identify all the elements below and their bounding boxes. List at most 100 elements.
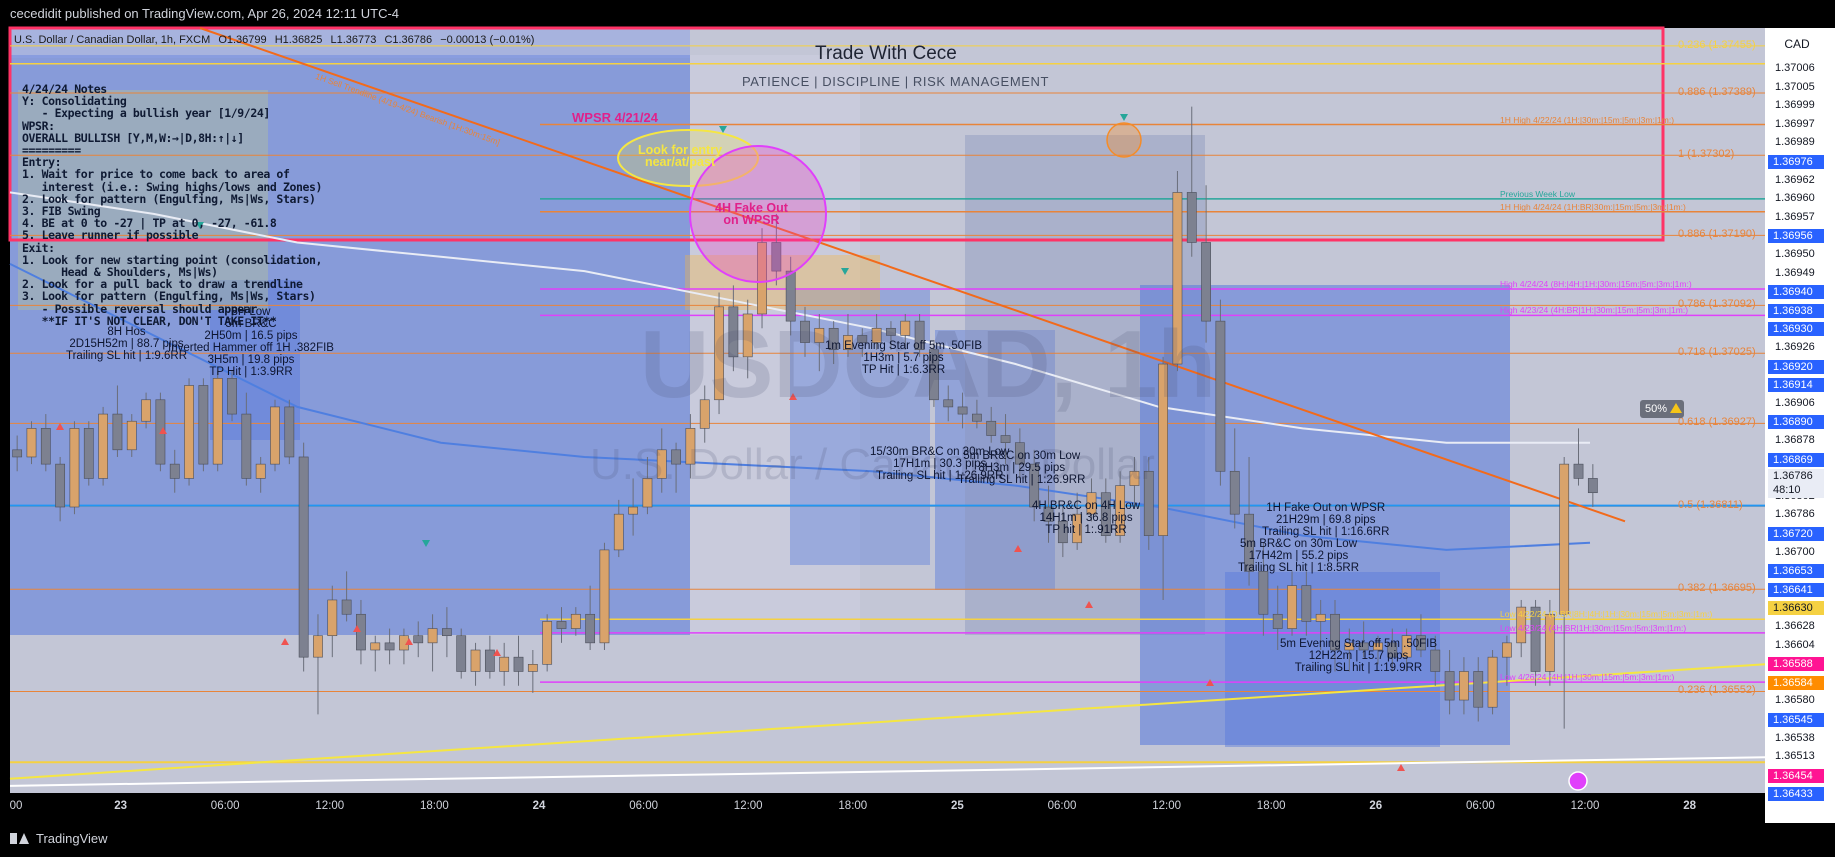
candle-body (1330, 613, 1340, 651)
trade-zone (935, 330, 1055, 590)
symbol-name[interactable]: U.S. Dollar / Canadian Dollar, 1h, FXCM (14, 34, 211, 46)
price-scale-tick: 1.36962 (1775, 173, 1815, 186)
price-tag: 1.36630 (1768, 601, 1824, 616)
candle-body (1373, 642, 1383, 651)
candle-body (341, 599, 352, 615)
brand-subtitle: PATIENCE | DISCIPLINE | RISK MANAGEMENT (742, 74, 1050, 89)
buy-arrow-icon (1085, 601, 1093, 608)
level-line-label: High 4/24/24 (8H:|4H:|1H:|30m:|15m:|5m:|… (1500, 278, 1692, 289)
candle-body (69, 428, 80, 508)
time-scale[interactable] (0, 793, 1765, 825)
tradingview-logo-icon (10, 833, 30, 844)
candle-body (1000, 435, 1011, 443)
candle-body (327, 599, 338, 637)
moving-average-line (9, 191, 1590, 444)
warning-icon (1670, 403, 1683, 413)
buy-arrow-icon (56, 423, 64, 430)
time-axis-tick: 18:00 (420, 800, 449, 812)
level-line-label: High 4/23/24 (4H:BR|1H:|30m:|15m:|5m:|3m… (1500, 305, 1689, 316)
moving-average-line (9, 263, 1591, 551)
zones-layer (8, 26, 1665, 747)
price-scale-tick: 1.36960 (1775, 192, 1815, 205)
candle-body (714, 306, 724, 401)
time-axis-tick: 06:00 (629, 800, 658, 812)
candle-body (313, 635, 323, 658)
time-axis-tick: 23 (114, 800, 127, 812)
candle-body (914, 320, 925, 351)
candle-body (886, 327, 896, 336)
price-tag: 1.36433 (1768, 787, 1824, 802)
price-tag: 1.36914 (1768, 378, 1824, 393)
time-axis-tick: 00 (9, 800, 23, 812)
candle-body (1186, 192, 1197, 243)
last-price-value: 1.36786 (1773, 470, 1813, 482)
trading-notes: 4/24/24 Notes Y: Consolidating - Expecti… (22, 82, 323, 328)
candle-body (1559, 463, 1570, 615)
candle-body (1573, 463, 1584, 479)
footer-bar (0, 825, 1835, 857)
price-scale-tick: 1.36580 (1775, 694, 1815, 707)
price-tag: 1.36720 (1768, 527, 1824, 541)
candle-body (1100, 492, 1111, 536)
trade-annotation-3: 1m Evening Star off 5m .50FIB 1H3m | 5.7… (825, 340, 983, 376)
price-scale-tick: 1.36926 (1775, 341, 1815, 353)
candle-body (671, 449, 681, 465)
time-axis-tick: 12:00 (1570, 800, 1600, 812)
candle-body (1115, 485, 1126, 536)
candle-body (972, 413, 982, 422)
tradingview-brand-text: TradingView (36, 831, 108, 846)
price-tag: 1.36920 (1768, 359, 1824, 374)
candle-body (1516, 606, 1527, 644)
wpsr-zone-outline (8, 26, 1665, 242)
trade-annotation-8: 5m BR&C on 30m Low 17H42m | 55.2 pips Tr… (1238, 538, 1360, 574)
yellow-trendline (9, 663, 1766, 780)
candle-body (857, 335, 868, 343)
candle-body (356, 613, 366, 651)
level-line-label: Low 4/22/24 (D:BR|8H:|4H:|1H:|30m:|15m:|… (1500, 609, 1713, 620)
candle-body (1215, 320, 1226, 472)
percent-tag[interactable]: 50% (1640, 400, 1684, 418)
candle-body (1086, 492, 1097, 515)
price-scale-tick: 1.37005 (1775, 80, 1815, 93)
buy-arrow-icon (1397, 764, 1405, 771)
time-axis-tick: 12:00 (1152, 800, 1181, 812)
candle-body (470, 649, 481, 672)
buy-arrow-icon (1206, 679, 1214, 686)
candle-body (442, 628, 452, 637)
price-scale-tick: 1.36604 (1775, 638, 1815, 651)
candle-body (484, 649, 495, 672)
candle-body (1444, 671, 1455, 701)
sell-arrow-icon (1120, 114, 1128, 121)
buy-arrow-icon (1014, 545, 1022, 552)
time-axis-tick: 12:00 (733, 800, 763, 812)
candle-body (126, 420, 137, 451)
time-axis-tick: 06:00 (1047, 800, 1077, 812)
candle-body (1072, 513, 1083, 544)
symbol-ohlc-bar[interactable]: U.S. Dollar / Canadian Dollar, 1h, FXCM … (14, 34, 539, 46)
white-trendline (9, 756, 1766, 787)
candle-body (1487, 656, 1498, 708)
candle-body (943, 399, 954, 408)
currency-button[interactable]: CAD (1771, 32, 1823, 56)
candle-body (141, 399, 151, 422)
candle-body (1258, 571, 1269, 615)
price-tag: 1.36454 (1768, 768, 1824, 783)
time-axis-tick: 26 (1369, 800, 1383, 812)
candle-body (1229, 470, 1240, 515)
trade-zone (10, 28, 690, 58)
level-line-label: 1H High 4/22/24 (1H:|30m:|15m:|5m:|3m:|1… (1500, 114, 1675, 125)
buy-arrow-icon (789, 393, 797, 400)
price-scale-tick: 1.36957 (1775, 210, 1815, 223)
price-scale-tick: 1.36700 (1775, 545, 1815, 558)
fib-level-label: 0.886 (1.37389) (1678, 86, 1756, 99)
candle-body (900, 320, 911, 336)
tradingview-logo[interactable]: TradingView (10, 831, 108, 846)
buy-arrow-icon (405, 638, 413, 645)
trade-zone (10, 55, 690, 635)
candle-body (284, 406, 295, 458)
moving-averages (9, 27, 1766, 787)
bar-countdown: 48:10 (1773, 484, 1801, 496)
price-scale-tick: 1.36997 (1775, 117, 1815, 130)
candle-body (98, 413, 108, 479)
